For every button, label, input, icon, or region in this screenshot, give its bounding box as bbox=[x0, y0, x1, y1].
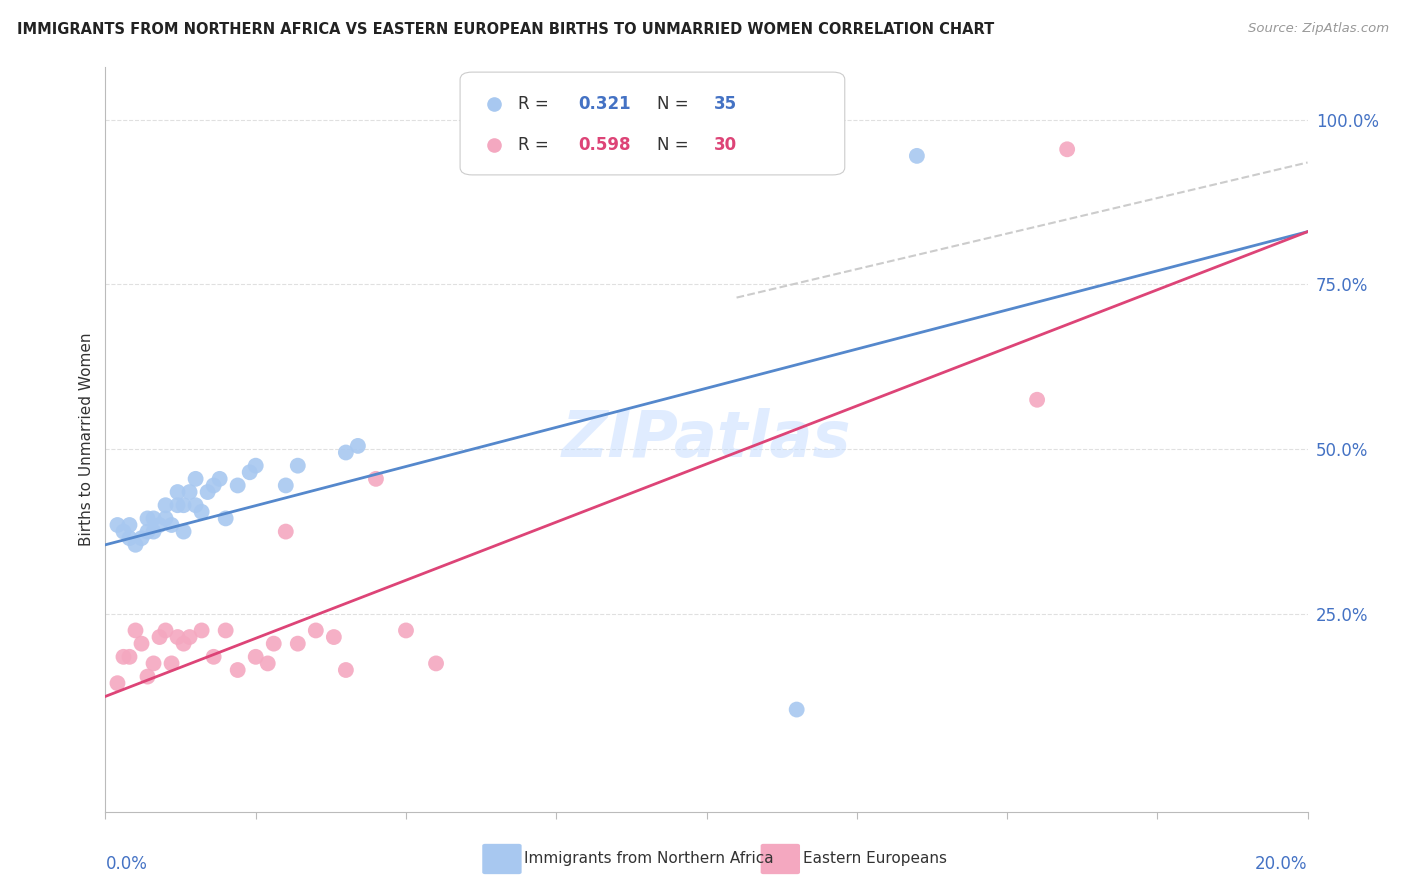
Point bbox=[179, 630, 201, 644]
Text: Immigrants from Northern Africa: Immigrants from Northern Africa bbox=[524, 852, 775, 866]
Point bbox=[173, 524, 195, 539]
Point bbox=[202, 649, 225, 664]
Point bbox=[112, 649, 135, 664]
Point bbox=[112, 524, 135, 539]
Point bbox=[335, 445, 357, 459]
Text: 0.321: 0.321 bbox=[578, 95, 630, 113]
Point bbox=[107, 518, 129, 533]
Text: N =: N = bbox=[657, 136, 695, 154]
Point bbox=[142, 511, 165, 525]
Point bbox=[148, 630, 170, 644]
Point bbox=[214, 624, 236, 638]
Point bbox=[173, 637, 195, 651]
Point bbox=[136, 670, 159, 684]
Point bbox=[347, 439, 370, 453]
Point bbox=[905, 149, 928, 163]
Point bbox=[287, 637, 309, 651]
Point bbox=[256, 657, 278, 671]
Y-axis label: Births to Unmarried Women: Births to Unmarried Women bbox=[79, 333, 94, 546]
Point bbox=[190, 624, 212, 638]
Point bbox=[160, 657, 183, 671]
Point bbox=[274, 478, 297, 492]
Point bbox=[395, 624, 418, 638]
Point bbox=[131, 531, 153, 545]
Point bbox=[142, 657, 165, 671]
Point bbox=[131, 637, 153, 651]
Point bbox=[166, 485, 188, 500]
Point bbox=[118, 531, 141, 545]
Point bbox=[179, 485, 201, 500]
Text: N =: N = bbox=[657, 95, 695, 113]
Point bbox=[142, 524, 165, 539]
Point bbox=[155, 498, 177, 512]
Text: 30: 30 bbox=[714, 136, 737, 154]
Point bbox=[245, 458, 267, 473]
Point bbox=[239, 465, 262, 479]
Point bbox=[245, 649, 267, 664]
FancyBboxPatch shape bbox=[460, 72, 845, 175]
Point bbox=[1026, 392, 1049, 407]
Text: Eastern Europeans: Eastern Europeans bbox=[803, 852, 946, 866]
Point bbox=[160, 518, 183, 533]
Point bbox=[148, 518, 170, 533]
Point bbox=[155, 511, 177, 525]
Point bbox=[136, 524, 159, 539]
Point bbox=[287, 458, 309, 473]
Text: R =: R = bbox=[517, 95, 554, 113]
Point bbox=[425, 657, 447, 671]
Point bbox=[322, 630, 344, 644]
Point bbox=[364, 472, 387, 486]
Point bbox=[184, 472, 207, 486]
Text: IMMIGRANTS FROM NORTHERN AFRICA VS EASTERN EUROPEAN BIRTHS TO UNMARRIED WOMEN CO: IMMIGRANTS FROM NORTHERN AFRICA VS EASTE… bbox=[17, 22, 994, 37]
Text: 0.598: 0.598 bbox=[578, 136, 630, 154]
Point bbox=[107, 676, 129, 690]
Point bbox=[190, 505, 212, 519]
Point bbox=[155, 624, 177, 638]
Point bbox=[1056, 142, 1078, 156]
Point bbox=[263, 637, 285, 651]
Point bbox=[166, 498, 188, 512]
Point bbox=[166, 630, 188, 644]
Point bbox=[335, 663, 357, 677]
Point bbox=[197, 485, 219, 500]
Point bbox=[184, 498, 207, 512]
Point bbox=[124, 538, 146, 552]
Point bbox=[202, 478, 225, 492]
Point bbox=[226, 663, 249, 677]
Text: 0.0%: 0.0% bbox=[105, 855, 148, 872]
Point bbox=[136, 511, 159, 525]
Point bbox=[786, 702, 808, 716]
Point bbox=[214, 511, 236, 525]
Text: R =: R = bbox=[517, 136, 554, 154]
Point bbox=[274, 524, 297, 539]
Text: ZIPatlas: ZIPatlas bbox=[562, 409, 851, 470]
Point bbox=[124, 624, 146, 638]
Point bbox=[173, 498, 195, 512]
Point bbox=[118, 649, 141, 664]
Text: Source: ZipAtlas.com: Source: ZipAtlas.com bbox=[1249, 22, 1389, 36]
Point bbox=[226, 478, 249, 492]
Point bbox=[208, 472, 231, 486]
Point bbox=[118, 518, 141, 533]
Point bbox=[305, 624, 328, 638]
Text: 20.0%: 20.0% bbox=[1256, 855, 1308, 872]
Text: 35: 35 bbox=[714, 95, 737, 113]
